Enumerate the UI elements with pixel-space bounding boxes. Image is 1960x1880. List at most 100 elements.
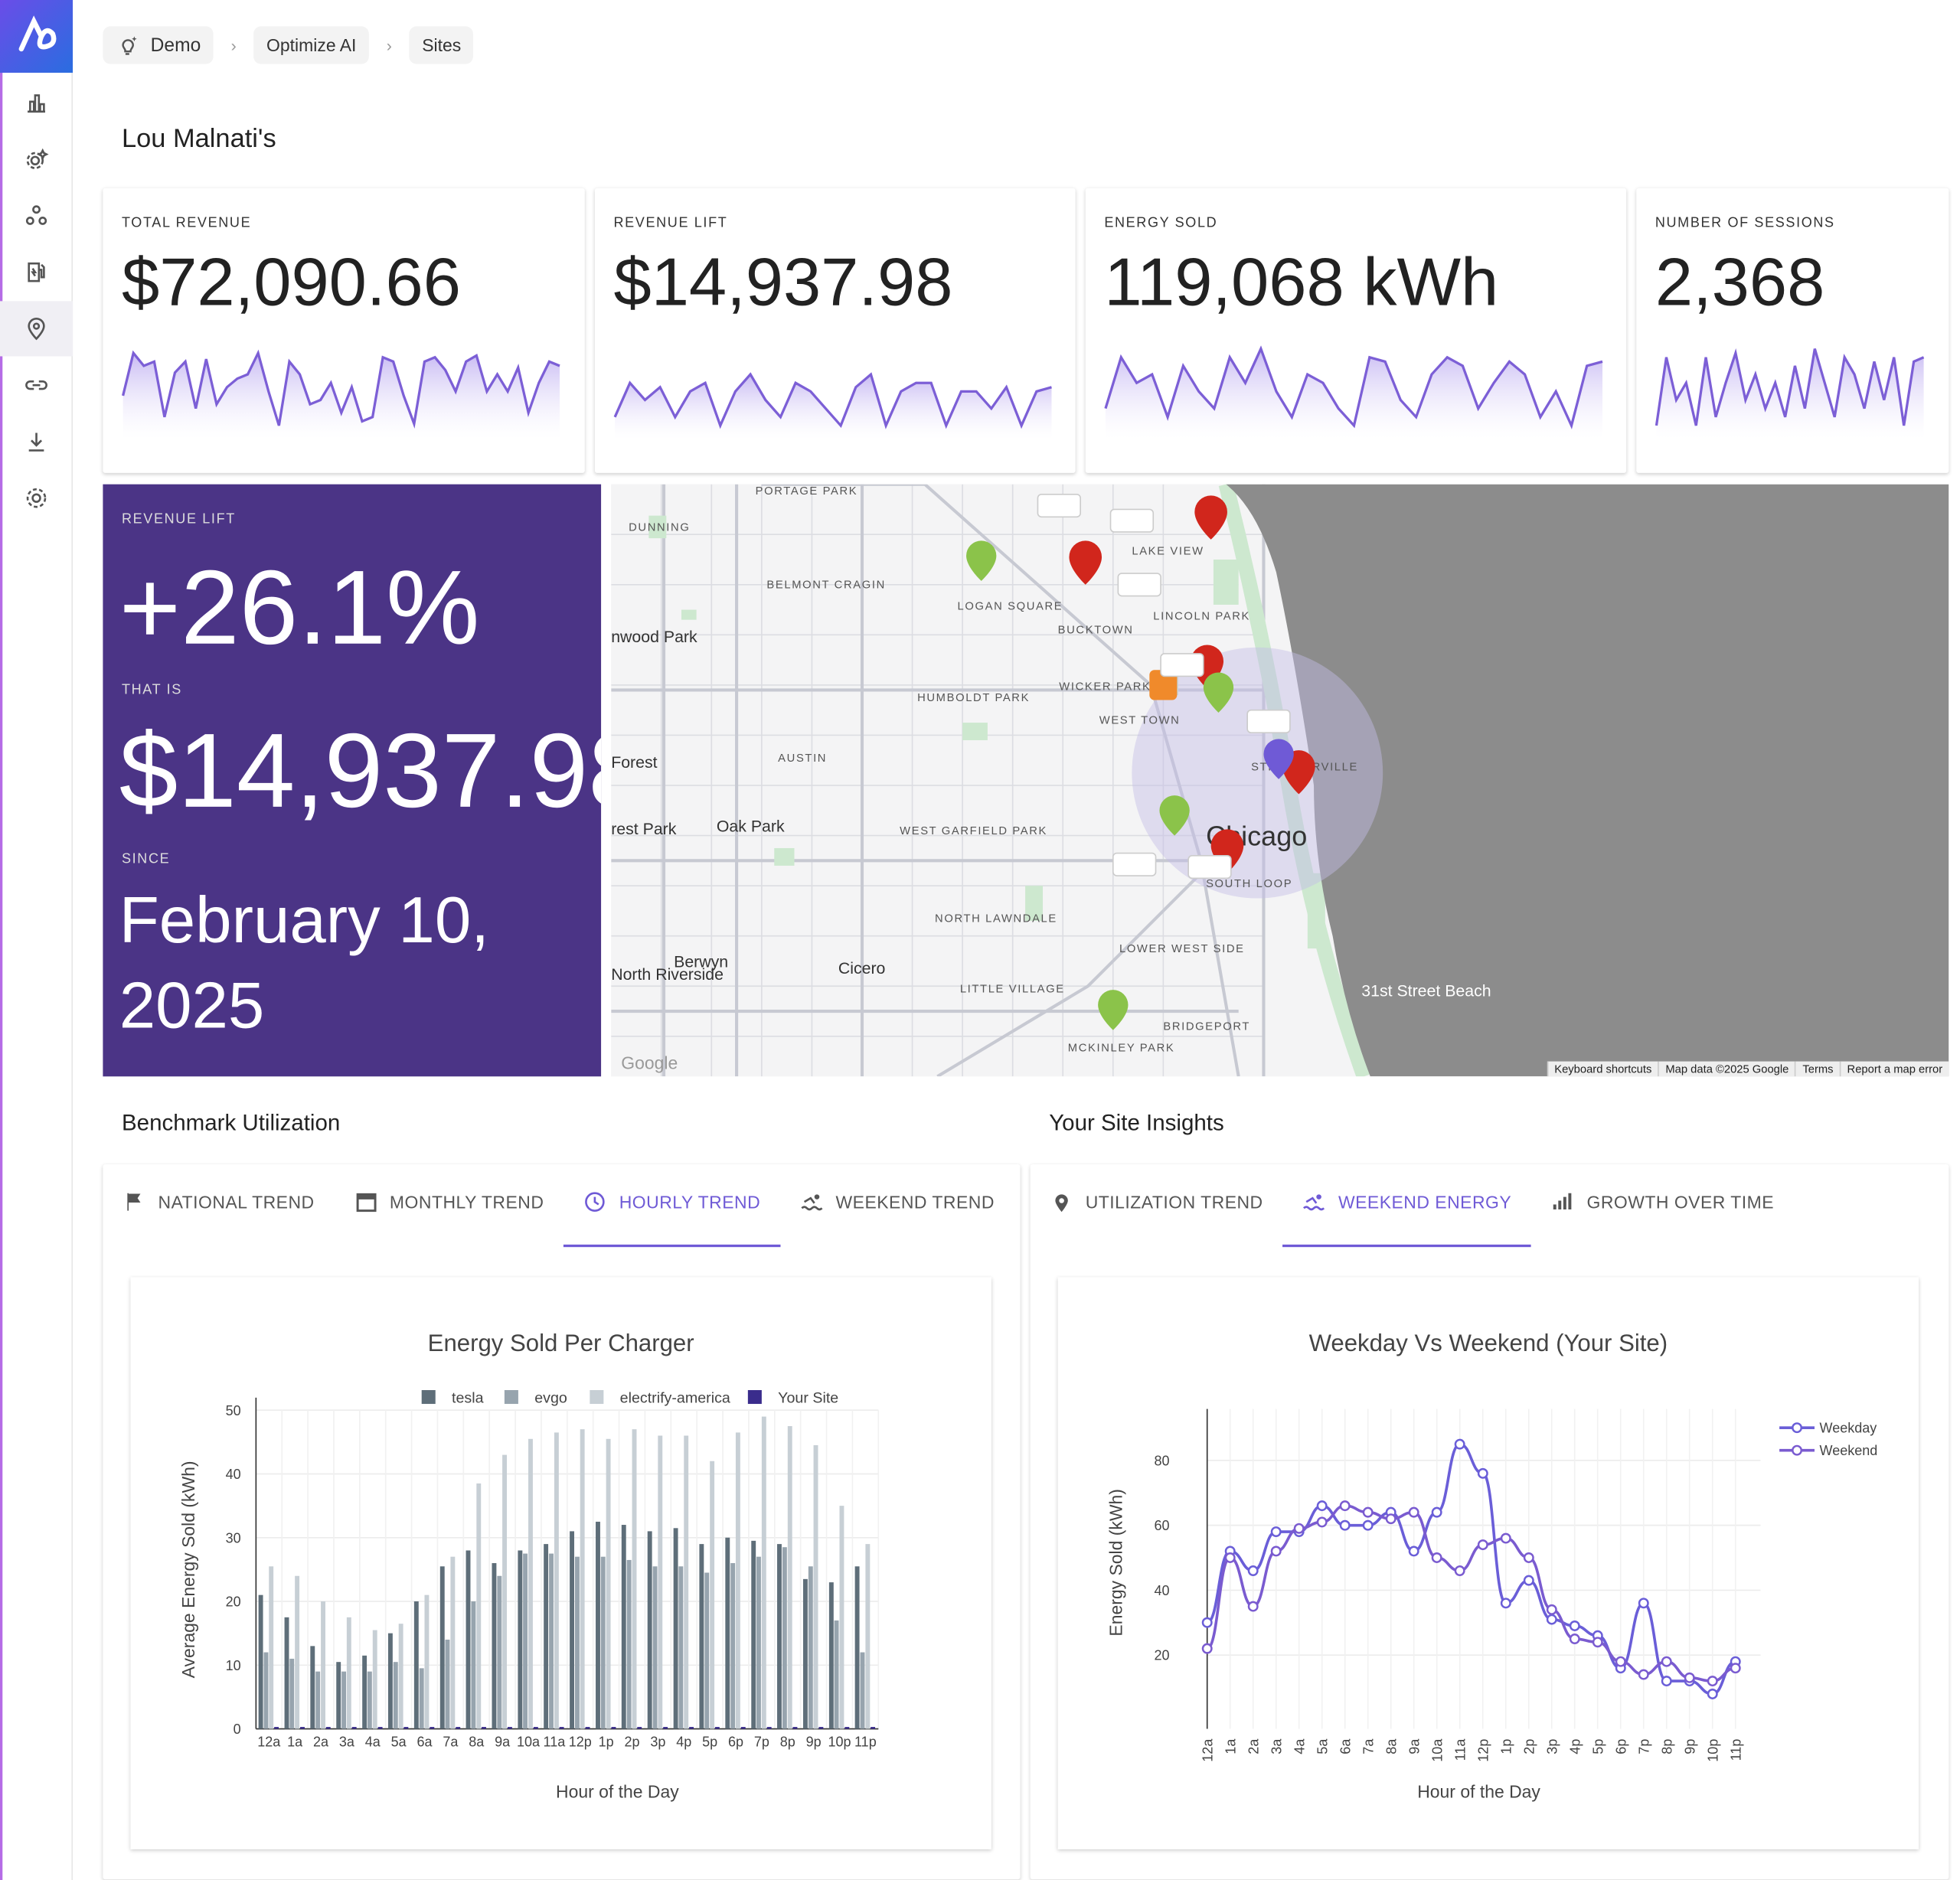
keyboard-shortcuts-link[interactable]: Keyboard shortcuts <box>1547 1061 1658 1077</box>
x-tick-label: 2a <box>313 1734 329 1749</box>
bar-Your Site <box>844 1727 850 1729</box>
map-label: SOUTH LOOP <box>1206 878 1292 890</box>
point-weekend <box>1316 1516 1328 1528</box>
evgo-marker-icon[interactable] <box>1117 573 1161 597</box>
bar-Your Site <box>740 1727 746 1729</box>
bar-Your Site <box>377 1727 383 1729</box>
point-weekend <box>1546 1604 1557 1615</box>
sparkline-area <box>122 353 560 439</box>
bar-tesla <box>518 1550 523 1729</box>
network-icon[interactable] <box>0 188 73 243</box>
evgo-marker-icon[interactable] <box>1246 709 1291 733</box>
breadcrumb-sites[interactable]: Sites <box>409 26 474 64</box>
tab-label: MONTHLY TREND <box>389 1192 544 1213</box>
electrify-marker-icon[interactable] <box>1203 672 1234 713</box>
evgo-marker-icon[interactable] <box>1160 653 1204 677</box>
tesla-marker-icon[interactable] <box>1194 495 1227 540</box>
point-weekend <box>1431 1552 1442 1563</box>
point-weekend <box>1661 1656 1672 1667</box>
download-icon[interactable] <box>0 414 73 469</box>
point-weekday <box>1569 1621 1580 1631</box>
location-pin-icon[interactable] <box>0 301 74 357</box>
revenue-lift-pct: +26.1% <box>119 548 480 667</box>
tab-weekend-trend[interactable]: WEEKEND TREND <box>780 1164 1014 1239</box>
evgo-marker-icon[interactable] <box>1037 493 1081 518</box>
y-tick-label: 0 <box>234 1722 241 1737</box>
swimmer-icon <box>801 1194 823 1211</box>
point-weekend <box>1454 1565 1465 1576</box>
map-attribution: Keyboard shortcuts Map data ©2025 Google… <box>1547 1061 1949 1077</box>
terms-link[interactable]: Terms <box>1795 1061 1840 1077</box>
bar-evgo <box>704 1572 710 1729</box>
tab-utilization-trend[interactable]: UTILIZATION TREND <box>1031 1164 1283 1239</box>
charger-icon[interactable] <box>0 245 73 300</box>
flag-icon <box>127 1193 141 1211</box>
x-tick-label: 9a <box>1406 1738 1422 1754</box>
bar-electrify-america <box>476 1483 482 1729</box>
x-axis-title: Hour of the Day <box>1417 1782 1540 1802</box>
tab-hourly-trend[interactable]: HOURLY TREND <box>564 1164 781 1248</box>
bar-evgo <box>289 1658 295 1729</box>
tab-weekend-energy[interactable]: WEEKEND ENERGY <box>1282 1164 1532 1248</box>
evgo-marker-icon[interactable] <box>1109 508 1155 533</box>
bar-tesla <box>777 1544 782 1729</box>
map-label: WEST GARFIELD PARK <box>900 825 1047 837</box>
bar-electrify-america <box>450 1556 456 1729</box>
map-label: BELMONT CRAGIN <box>766 579 885 592</box>
x-tick-label: 6p <box>1613 1739 1628 1754</box>
map-label: BUCKTOWN <box>1058 625 1134 637</box>
tab-national-trend[interactable]: NATIONAL TREND <box>103 1164 334 1239</box>
site-map[interactable]: PORTAGE PARK DUNNING BELMONT CRAGIN LOGA… <box>611 484 1949 1077</box>
settings-gear-icon[interactable] <box>0 471 73 526</box>
analytics-icon[interactable] <box>0 75 73 130</box>
x-tick-label: 8a <box>1383 1738 1399 1754</box>
bar-electrify-america <box>346 1617 351 1729</box>
kpi-value: 119,068 kWh <box>1104 244 1499 320</box>
evgo-marker-icon[interactable] <box>1187 854 1232 880</box>
point-weekday <box>1201 1617 1213 1628</box>
map-data-text: Map data ©2025 Google <box>1658 1061 1795 1077</box>
legend-label: evgo <box>534 1389 567 1406</box>
sparkline-area <box>615 374 1052 439</box>
app-logo[interactable] <box>0 0 74 73</box>
x-tick-label: 7a <box>1361 1738 1376 1754</box>
bar-Your Site <box>403 1727 409 1729</box>
electrify-marker-icon[interactable] <box>1159 795 1190 836</box>
optimize-gear-icon[interactable] <box>0 132 73 187</box>
bar-electrify-america <box>321 1601 325 1729</box>
your-site-marker-icon[interactable] <box>1263 739 1294 779</box>
kpi-label: NUMBER OF SESSIONS <box>1655 215 1835 231</box>
tab-monthly-trend[interactable]: MONTHLY TREND <box>335 1164 564 1239</box>
bar-electrify-america <box>502 1454 507 1729</box>
breadcrumb-label: Demo <box>150 34 201 56</box>
breadcrumb-demo[interactable]: Demo <box>103 26 214 64</box>
y-tick-label: 80 <box>1155 1453 1170 1468</box>
x-tick-label: 4a <box>1292 1738 1307 1754</box>
report-error-link[interactable]: Report a map error <box>1839 1061 1949 1077</box>
legend-swatch <box>747 1390 762 1405</box>
electrify-marker-icon[interactable] <box>966 540 997 581</box>
x-tick-label: 1a <box>1223 1738 1238 1754</box>
evgo-marker-icon[interactable] <box>1112 852 1157 876</box>
chevron-right-icon: › <box>230 35 237 55</box>
bar-Your Site <box>456 1727 461 1729</box>
benchmark-tabs: NATIONAL TREND MONTHLY TREND HOURLY TREN… <box>103 1164 1014 1248</box>
map-label: Cicero <box>838 959 886 978</box>
tab-growth-over-time[interactable]: GROWTH OVER TIME <box>1531 1164 1794 1239</box>
chargepoint-marker-icon[interactable] <box>1149 670 1178 700</box>
map-canvas[interactable]: PORTAGE PARK DUNNING BELMONT CRAGIN LOGA… <box>611 484 1949 1077</box>
bar-evgo <box>626 1559 632 1729</box>
tesla-marker-icon[interactable] <box>1069 540 1102 585</box>
breadcrumb-optimize-ai[interactable]: Optimize AI <box>253 26 369 64</box>
point-weekday <box>1408 1545 1419 1557</box>
point-weekend <box>1615 1656 1626 1667</box>
pin-icon <box>1055 1194 1068 1213</box>
x-tick-label: 6p <box>728 1734 743 1749</box>
link-icon[interactable] <box>0 357 73 413</box>
electrify-marker-icon[interactable] <box>1098 990 1129 1030</box>
bar-electrify-america <box>269 1566 274 1729</box>
point-weekend <box>1638 1669 1649 1680</box>
map-label: LINCOLN PARK <box>1153 611 1250 623</box>
kpi-total-revenue: TOTAL REVENUE $72,090.66 <box>103 188 585 473</box>
x-tick-label: 5p <box>702 1734 717 1749</box>
